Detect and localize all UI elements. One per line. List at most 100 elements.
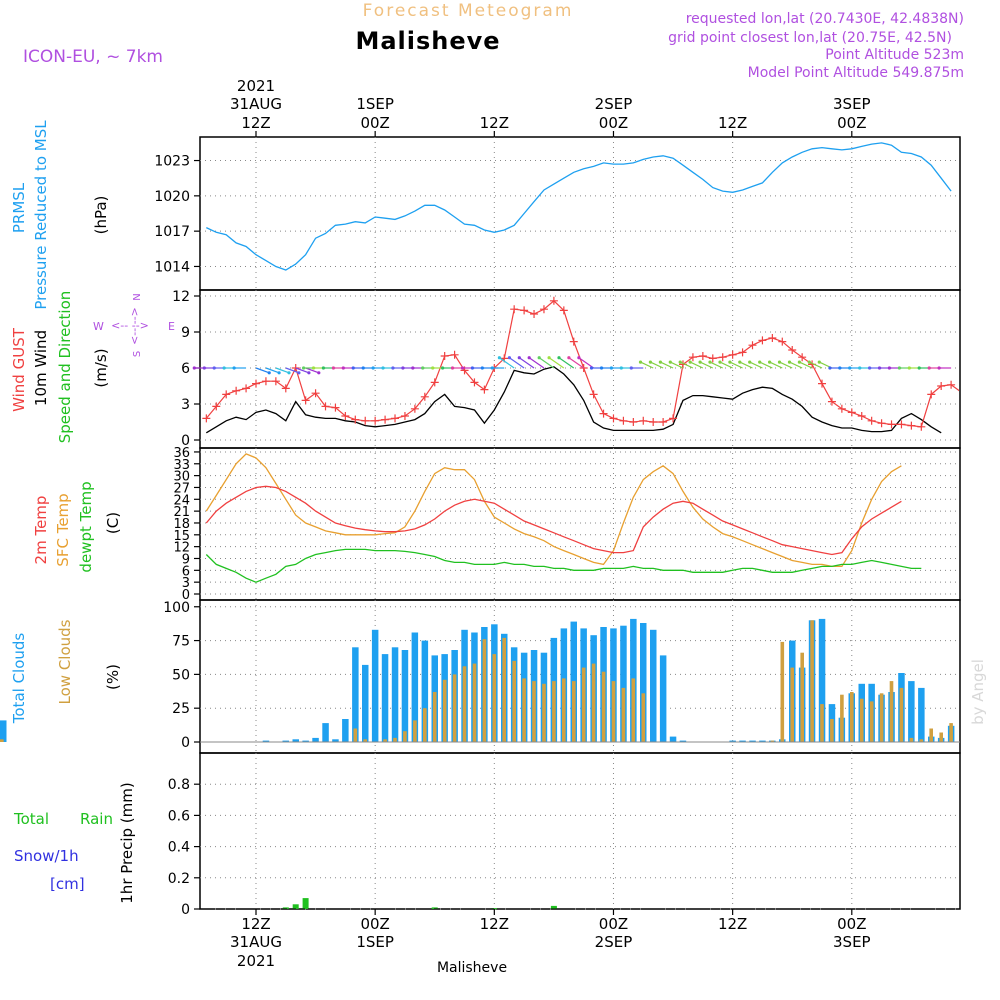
wind-gust-marker: [947, 380, 956, 389]
wind-direction-arrowhead: [828, 366, 832, 370]
total-cloud-bar: [679, 740, 687, 742]
wind-direction-arrowhead: [748, 360, 752, 364]
low-cloud-bar: [462, 666, 467, 742]
wind-direction-arrow: [670, 361, 684, 369]
wind-direction-arrowhead: [599, 366, 604, 370]
total-cloud-bar: [312, 737, 319, 742]
wind-gust-marker: [738, 348, 747, 357]
wind-direction-arrowhead: [577, 356, 581, 360]
wind-gust-marker: [222, 390, 231, 399]
y-tick-label: 12: [173, 541, 190, 556]
wind-gust-marker: [927, 390, 936, 399]
y-tick-label: 0.8: [168, 777, 190, 793]
wind-direction-arrowhead: [527, 356, 531, 360]
wind-direction-arrow: [265, 367, 280, 374]
low-cloud-bar: [850, 692, 854, 742]
low-cloud-bar: [889, 681, 894, 742]
low-cloud-bar: [601, 671, 606, 742]
total-cloud-bar: [292, 739, 299, 742]
wind-gust-marker: [202, 414, 211, 423]
wind-direction-arrowhead: [307, 371, 311, 375]
low-cloud-bar: [532, 681, 536, 742]
total-cloud-bar: [759, 740, 766, 742]
wind-label-gust: Wind GUST: [10, 327, 28, 412]
wind-labels: Wind GUST 10m Wind Speed and Direction (…: [10, 291, 175, 444]
wind-direction-arrowhead: [698, 360, 702, 364]
y-axis-ticks: 1014101710201023036912036912151821242730…: [154, 154, 200, 918]
wind-direction-arrowhead: [202, 366, 206, 370]
wind-direction-arrowhead: [537, 356, 541, 360]
wind-direction-arrowhead: [668, 360, 672, 364]
y-tick-label: 0: [181, 433, 190, 449]
footer-place: Malisheve: [437, 960, 507, 976]
top-year-label: 2021: [237, 77, 275, 95]
low-cloud-bar: [413, 720, 417, 742]
panel-frame-4: [199, 752, 961, 910]
wind-gust-marker: [599, 409, 608, 418]
wind-direction-arrowhead: [838, 366, 842, 370]
low-cloud-bar: [423, 708, 427, 742]
wind-gust-marker: [420, 392, 429, 401]
temp-unit: (C): [104, 512, 122, 534]
requested-coords: requested lon,lat (20.7430E, 42.4838N): [686, 11, 964, 27]
wind-direction-arrow: [295, 367, 310, 374]
low-cloud-bar: [780, 641, 785, 742]
wind-direction-arrow: [699, 361, 714, 369]
wind-gust-marker: [718, 353, 727, 362]
y-tick-label: 3: [181, 397, 190, 413]
wind-direction-arrow: [568, 357, 585, 369]
wind-gust-marker: [232, 386, 241, 395]
low-cloud-bar: [641, 693, 646, 742]
low-cloud-bar: [502, 637, 506, 742]
wind-gust-marker: [430, 378, 439, 387]
wind-direction-arrow: [729, 361, 743, 369]
cloud-label-low: Low Clouds: [56, 619, 74, 704]
bottom-hour-label: 12Z: [718, 915, 747, 933]
total-cloud-bar: [282, 740, 289, 742]
wind-direction-arrow: [749, 361, 763, 369]
wind-gust-marker: [609, 414, 618, 423]
total-cloud-bar: [332, 739, 339, 742]
wind-gust-marker: [480, 385, 489, 394]
low-cloud-bar: [383, 739, 387, 742]
total-cloud-bar: [818, 618, 826, 742]
wind-direction-arrowhead: [517, 356, 521, 360]
wind-direction-arrowhead: [897, 366, 902, 370]
y-tick-label: 6: [182, 564, 190, 579]
wind-direction-arrow: [255, 367, 270, 374]
total-cloud-bar: [749, 740, 756, 742]
wind-direction-arrowhead: [497, 356, 501, 360]
wind-gust-marker: [778, 337, 787, 346]
low-cloud-bar: [482, 639, 487, 742]
wind-gust-marker: [798, 353, 807, 362]
low-cloud-bar: [492, 654, 497, 742]
wind-gust-marker: [917, 422, 926, 431]
top-hour-label: 12Z: [480, 114, 509, 132]
wind-direction-arrow: [640, 361, 654, 369]
bottom-year-label: 2021: [237, 952, 275, 970]
y-tick-label: 9: [182, 552, 190, 567]
wind-direction-arrowhead: [401, 366, 405, 370]
wind-direction-arrowhead: [321, 366, 325, 370]
compass-e: E: [168, 320, 175, 333]
wind-direction-arrowhead: [507, 356, 511, 360]
y-tick-label: 33: [173, 458, 190, 473]
wind-gust-marker: [937, 382, 946, 390]
total-cloud-bar: [322, 723, 329, 742]
low-cloud-bar: [562, 678, 566, 742]
y-tick-label: 0.6: [168, 808, 190, 824]
y-tick-label: 75: [172, 634, 190, 650]
wind-direction-arrow: [548, 357, 565, 369]
wind-direction-arrowhead: [277, 371, 281, 375]
precip-labels: Total Rain Snow/1h [cm] 1hr Precip (mm): [13, 782, 136, 903]
wind-gust-marker: [549, 296, 558, 305]
wind-gust-marker: [311, 389, 320, 398]
wind-gust-marker: [301, 396, 310, 405]
wind-gust-marker: [659, 418, 668, 426]
wind-gust-marker: [748, 341, 757, 350]
compass-w: W: [93, 320, 104, 333]
wind-gust-marker: [569, 337, 578, 346]
wind-gust-marker: [649, 418, 658, 426]
low-cloud-bar: [939, 732, 943, 742]
